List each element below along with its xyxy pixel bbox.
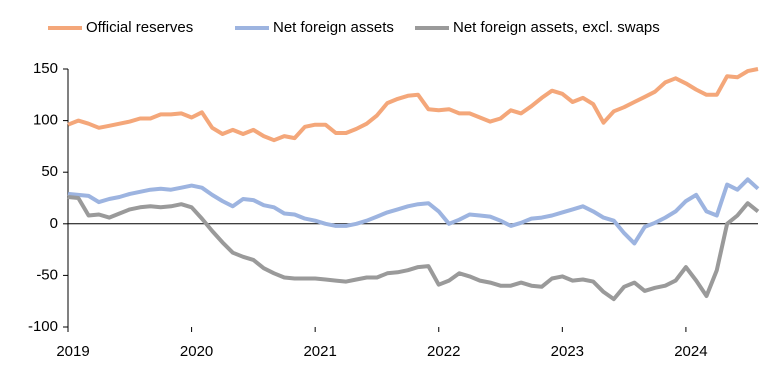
y-tick-label: -100 xyxy=(28,318,58,335)
series-line xyxy=(67,195,760,302)
legend-label: Official reserves xyxy=(86,19,193,36)
series-line xyxy=(67,177,760,246)
x-tick-label: 2024 xyxy=(674,343,707,360)
y-tick-label: 150 xyxy=(33,60,58,77)
x-tick-label: 2020 xyxy=(180,343,213,360)
legend-label: Net foreign assets xyxy=(273,19,394,36)
x-tick-label: 2021 xyxy=(303,343,336,360)
y-tick-label: 0 xyxy=(50,215,58,232)
y-tick-label: 50 xyxy=(41,163,58,180)
y-tick-label: 100 xyxy=(33,112,58,129)
x-tick-label: 2022 xyxy=(427,343,460,360)
x-tick-label: 2019 xyxy=(56,343,89,360)
y-tick-label: -50 xyxy=(36,266,58,283)
x-tick-label: 2023 xyxy=(551,343,584,360)
legend-label: Net foreign assets, excl. swaps xyxy=(453,19,660,36)
series-line xyxy=(67,67,759,143)
